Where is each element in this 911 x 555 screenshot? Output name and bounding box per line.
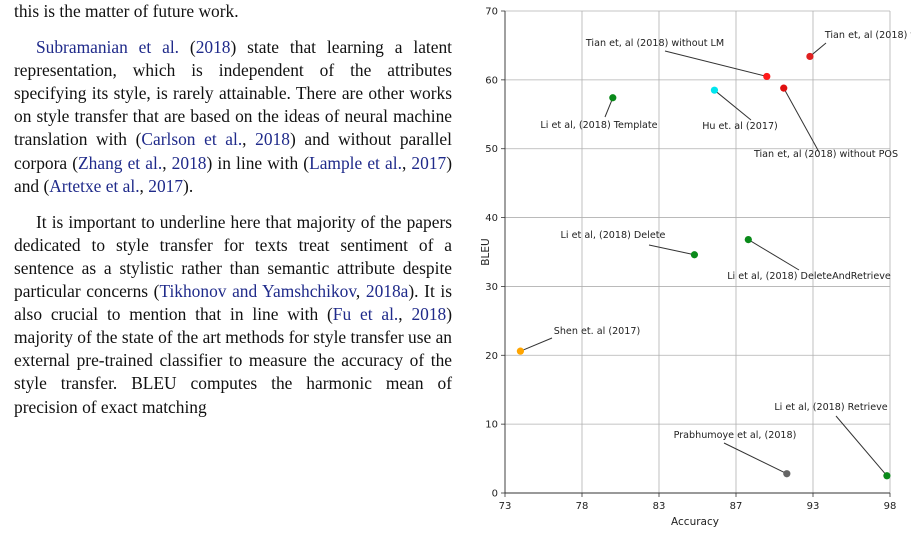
- point-annotation-label: Li et al, (2018) Template: [540, 120, 657, 131]
- x-tick-label: 78: [576, 501, 589, 512]
- scatter-point: [763, 72, 771, 81]
- citation-year-link[interactable]: 2018a: [365, 281, 409, 302]
- scatter-point: [783, 470, 791, 478]
- point-annotation-label: Li et al, (2018) DeleteAndRetrieve: [727, 271, 891, 282]
- x-tick-label: 93: [807, 501, 820, 512]
- paragraph-2: Subramanian et al. (2018) state that lea…: [14, 37, 452, 196]
- bleu-accuracy-scatter-chart: 73 78 83 87 93 98 0 10 20 30 40 50 60 70 Tian et, al …: [480, 7, 911, 529]
- scatter-point: [744, 236, 752, 244]
- paragraph-1: this is the matter of future work.: [14, 1, 239, 21]
- scatter-point: [780, 84, 788, 92]
- y-tick-label: 10: [485, 420, 498, 431]
- y-tick-label: 60: [485, 75, 498, 86]
- annotation-leader-line: [723, 442, 788, 475]
- scatter-point: [609, 94, 617, 102]
- annotation-leader-line: [648, 244, 695, 256]
- y-tick-label: 70: [485, 7, 498, 18]
- citation-year-link[interactable]: 2018: [195, 37, 231, 58]
- citation-link[interactable]: Fu et al.: [332, 304, 399, 325]
- citation-link[interactable]: Artetxe et al.: [49, 175, 140, 196]
- citation-link[interactable]: Zhang et al.: [78, 152, 163, 173]
- point-annotation-label: Tian et, al (2018) without POS: [753, 149, 898, 160]
- scatter-point: [883, 472, 891, 480]
- citation-year-link[interactable]: 2018: [255, 129, 290, 150]
- chart-leader-lines: [520, 42, 888, 477]
- citation-year-link[interactable]: 2017: [411, 152, 447, 173]
- citation-link[interactable]: Tikhonov and Yamshchikov: [159, 281, 356, 302]
- annotation-leader-line: [664, 50, 767, 77]
- citation-link[interactable]: Carlson et al.: [141, 129, 243, 150]
- point-annotation-label: Li et al, (2018) Delete: [561, 230, 666, 241]
- point-annotation-label: Shen et. al (2017): [554, 326, 640, 337]
- y-tick-label: 50: [485, 144, 498, 155]
- scatter-point: [516, 347, 524, 355]
- citation-link[interactable]: Lample et al.: [309, 152, 402, 173]
- x-tick-label: 73: [499, 501, 512, 512]
- point-annotation-label: Tian et, al (2018) full: [824, 30, 911, 41]
- point-annotation-label: Tian et, al (2018) without LM: [585, 38, 724, 49]
- point-annotation-label: Hu et. al (2017): [702, 121, 778, 132]
- citation-year-link[interactable]: 2017: [148, 175, 184, 196]
- annotation-leader-line: [520, 337, 553, 352]
- point-annotation-label: Prabhumoye et al, (2018): [674, 430, 797, 441]
- chart-axes: [504, 11, 890, 494]
- x-tick-label: 87: [730, 501, 743, 512]
- point-annotation-label: Li et al, (2018) Retrieve: [774, 402, 887, 413]
- citation-year-link[interactable]: 2018: [171, 152, 207, 173]
- chart-grid: [504, 10, 891, 494]
- y-tick-label: 0: [492, 489, 498, 500]
- paragraph-3: It is important to underline here that m…: [14, 211, 453, 417]
- y-tick-label: 30: [485, 282, 498, 293]
- y-axis-label: BLEU: [480, 238, 492, 265]
- citation-link[interactable]: Subramanian et al.: [36, 37, 179, 58]
- scatter-point: [806, 52, 814, 61]
- annotation-leader-line: [714, 89, 752, 121]
- scatter-point: [690, 251, 699, 259]
- annotation-leader-line: [835, 415, 888, 477]
- annotation-leader-line: [783, 87, 820, 153]
- body-text-column: this is the matter of future work. Subra…: [14, 0, 452, 419]
- scatter-point: [710, 86, 719, 94]
- y-tick-label: 20: [485, 351, 498, 362]
- x-tick-label: 83: [653, 501, 666, 512]
- x-axis-label: Accuracy: [671, 516, 719, 528]
- annotation-leader-line: [748, 239, 800, 271]
- x-tick-label: 98: [884, 501, 897, 512]
- chart-points: [516, 52, 891, 480]
- citation-year-link[interactable]: 2018: [411, 304, 447, 325]
- chart-ticks: 73 78 83 87 93 98 0 10 20 30 40 50 60 70: [485, 7, 896, 513]
- y-tick-label: 40: [485, 213, 498, 224]
- chart-annotations: Tian et, al (2018) full Tian et, al (2018…: [540, 30, 911, 441]
